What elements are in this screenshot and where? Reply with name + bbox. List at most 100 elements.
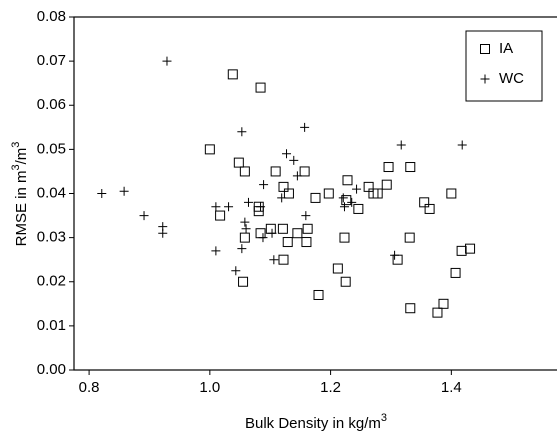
- point: [239, 232, 250, 243]
- legend-label: IA: [499, 40, 513, 57]
- x-tick-label: 0.8: [79, 379, 100, 396]
- point: [289, 155, 299, 165]
- point: [432, 307, 443, 318]
- point: [162, 56, 172, 66]
- point: [255, 82, 266, 93]
- point: [332, 263, 343, 274]
- point: [240, 217, 250, 227]
- point: [237, 127, 247, 137]
- point: [270, 166, 281, 177]
- point: [231, 266, 241, 276]
- point: [256, 202, 266, 212]
- point: [301, 237, 312, 248]
- point: [323, 188, 334, 199]
- point: [233, 157, 244, 168]
- legend-box: [465, 30, 543, 102]
- point: [352, 184, 362, 194]
- y-label-sup: 3: [10, 142, 22, 148]
- point: [456, 245, 467, 256]
- point: [283, 188, 294, 199]
- point: [119, 186, 129, 196]
- point: [383, 162, 394, 173]
- point: [299, 166, 310, 177]
- point: [347, 197, 357, 207]
- point: [282, 149, 292, 159]
- point: [292, 171, 302, 181]
- point: [338, 193, 348, 203]
- point: [339, 232, 350, 243]
- point: [292, 228, 303, 239]
- point: [97, 189, 107, 198]
- point: [259, 180, 269, 190]
- point: [446, 188, 457, 199]
- y-tick-label: 0.02: [37, 273, 66, 290]
- legend-marker: [480, 44, 490, 54]
- y-label-sup: 3: [10, 164, 22, 170]
- point: [438, 298, 449, 309]
- point: [353, 203, 364, 214]
- point: [340, 276, 351, 287]
- point: [282, 237, 293, 248]
- point: [310, 192, 321, 203]
- point: [341, 195, 352, 206]
- point: [227, 69, 238, 80]
- point: [139, 211, 149, 221]
- point: [278, 181, 289, 192]
- point: [339, 202, 349, 212]
- point: [277, 223, 288, 234]
- point: [405, 303, 416, 314]
- point: [277, 193, 287, 203]
- point: [215, 210, 226, 221]
- point: [396, 140, 406, 150]
- point: [243, 197, 253, 207]
- point: [239, 166, 250, 177]
- x-tick-label: 1.2: [320, 379, 341, 396]
- x-tick-label: 1.4: [441, 379, 462, 396]
- x-label-text: Bulk Density in kg/m: [245, 415, 381, 432]
- y-tick-label: 0.07: [37, 52, 66, 69]
- y-label-text: /m: [13, 148, 30, 165]
- y-tick-label: 0.06: [37, 96, 66, 113]
- point: [238, 276, 249, 287]
- point: [300, 122, 310, 132]
- point: [258, 233, 268, 243]
- point: [424, 203, 435, 214]
- point: [465, 243, 476, 254]
- point: [241, 224, 251, 234]
- point: [404, 232, 415, 243]
- point: [278, 254, 289, 265]
- point: [342, 175, 353, 186]
- point: [255, 228, 266, 239]
- y-tick-label: 0.08: [37, 8, 66, 25]
- point: [457, 140, 467, 150]
- y-axis-label: RMSE in m3/m3: [10, 142, 30, 247]
- point: [158, 228, 168, 238]
- point: [224, 202, 234, 212]
- point: [211, 202, 221, 212]
- legend-label: WC: [499, 70, 524, 87]
- point: [265, 223, 276, 234]
- point: [372, 188, 383, 199]
- point: [267, 228, 277, 238]
- point: [381, 179, 392, 190]
- y-tick-label: 0.01: [37, 317, 66, 334]
- point: [419, 197, 430, 208]
- point: [269, 255, 279, 265]
- point: [450, 267, 461, 278]
- y-tick-label: 0.04: [37, 184, 66, 201]
- point: [211, 246, 221, 256]
- y-label-text: RMSE in m: [13, 171, 30, 247]
- x-tick-label: 1.0: [199, 379, 220, 396]
- x-axis-label: Bulk Density in kg/m3: [245, 412, 387, 432]
- point: [313, 289, 324, 300]
- legend-marker: [480, 74, 490, 84]
- point: [405, 162, 416, 173]
- point: [390, 250, 400, 260]
- y-tick-label: 0.05: [37, 140, 66, 157]
- y-tick-label: 0.03: [37, 229, 66, 246]
- point: [237, 244, 247, 254]
- x-label-sup: 3: [381, 412, 387, 424]
- point: [302, 223, 313, 234]
